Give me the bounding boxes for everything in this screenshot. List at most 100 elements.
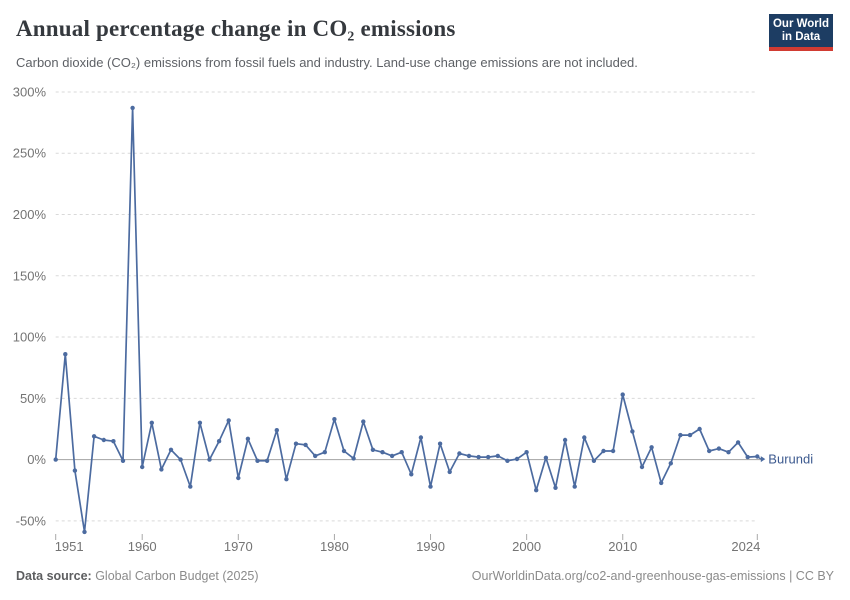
- y-tick-label: 100%: [13, 330, 47, 345]
- data-point-marker[interactable]: [447, 469, 452, 475]
- data-point-marker[interactable]: [409, 472, 414, 477]
- x-tick-label: 2024: [731, 539, 760, 554]
- data-point-marker[interactable]: [505, 458, 510, 463]
- data-point-marker[interactable]: [572, 484, 577, 489]
- data-point-marker[interactable]: [716, 446, 722, 451]
- data-point-marker[interactable]: [745, 454, 750, 460]
- data-point-marker[interactable]: [639, 464, 645, 470]
- x-tick-label: 2000: [512, 539, 541, 554]
- data-point-marker[interactable]: [130, 105, 135, 111]
- data-point-marker[interactable]: [687, 432, 693, 438]
- data-point-marker[interactable]: [72, 468, 78, 473]
- data-point-marker[interactable]: [707, 448, 712, 454]
- y-tick-label: -50%: [16, 513, 47, 528]
- data-point-marker[interactable]: [159, 467, 164, 472]
- data-point-marker[interactable]: [582, 435, 587, 440]
- data-point-marker[interactable]: [486, 454, 491, 460]
- data-point-marker[interactable]: [735, 440, 741, 445]
- data-point-marker[interactable]: [274, 428, 279, 433]
- data-point-marker[interactable]: [63, 352, 68, 357]
- owid-logo[interactable]: Our World in Data: [769, 14, 833, 51]
- data-point-marker[interactable]: [207, 457, 212, 462]
- data-point-marker[interactable]: [370, 447, 376, 452]
- data-point-marker[interactable]: [649, 445, 654, 450]
- data-point-marker[interactable]: [495, 453, 500, 459]
- data-point-marker[interactable]: [111, 439, 116, 444]
- chart-title: Annual percentage change in CO₂ emission…: [16, 16, 456, 41]
- data-point-marker[interactable]: [389, 453, 395, 459]
- data-point-marker[interactable]: [236, 475, 241, 481]
- y-tick-label: 200%: [13, 207, 47, 222]
- data-point-marker[interactable]: [610, 448, 616, 454]
- x-tick-label: 2010: [608, 539, 637, 554]
- data-point-marker[interactable]: [418, 435, 424, 440]
- data-point-marker[interactable]: [303, 442, 308, 448]
- data-point-marker[interactable]: [293, 441, 299, 446]
- data-point-marker[interactable]: [284, 477, 289, 482]
- data-point-marker[interactable]: [149, 420, 154, 425]
- data-point-marker[interactable]: [313, 453, 318, 459]
- plot-area[interactable]: [56, 88, 758, 534]
- series-label: Burundi: [768, 452, 813, 467]
- data-point-marker[interactable]: [466, 453, 472, 459]
- data-point-marker[interactable]: [534, 488, 539, 493]
- data-point-marker[interactable]: [178, 457, 183, 462]
- x-tick-label: 1980: [320, 539, 349, 554]
- owid-url-link[interactable]: OurWorldinData.org/co2-and-greenhouse-ga…: [471, 569, 834, 583]
- data-point-marker[interactable]: [562, 437, 568, 443]
- data-point-marker[interactable]: [697, 426, 702, 432]
- data-point-marker[interactable]: [630, 429, 635, 434]
- owid-logo-line1: Our World: [772, 17, 829, 30]
- data-point-marker[interactable]: [188, 484, 193, 489]
- data-point-marker[interactable]: [361, 419, 366, 424]
- data-point-marker[interactable]: [226, 418, 231, 423]
- data-point-marker[interactable]: [341, 448, 347, 454]
- data-point-marker[interactable]: [380, 450, 385, 455]
- data-point-marker[interactable]: [476, 454, 481, 460]
- data-point-marker[interactable]: [91, 434, 97, 439]
- data-point-marker[interactable]: [322, 450, 327, 455]
- data-point-marker[interactable]: [591, 458, 597, 463]
- series-end-arrow-icon: [760, 456, 766, 463]
- data-point-marker[interactable]: [437, 441, 443, 446]
- data-point-marker[interactable]: [197, 420, 203, 425]
- data-point-marker[interactable]: [524, 450, 529, 455]
- data-point-marker[interactable]: [332, 417, 337, 422]
- data-point-marker[interactable]: [668, 461, 673, 466]
- data-point-marker[interactable]: [255, 458, 260, 463]
- data-point-marker[interactable]: [553, 485, 558, 490]
- y-tick-label: 250%: [13, 146, 47, 161]
- x-tick-label: 1970: [224, 539, 253, 554]
- data-point-marker[interactable]: [514, 456, 520, 462]
- data-point-marker[interactable]: [264, 458, 270, 463]
- y-tick-label: 0%: [27, 452, 46, 467]
- data-point-marker[interactable]: [726, 450, 731, 455]
- data-point-marker[interactable]: [457, 451, 462, 456]
- y-tick-label: 50%: [20, 391, 46, 406]
- data-source-value: Global Carbon Budget (2025): [91, 569, 259, 583]
- data-source-label: Data source:: [16, 569, 92, 583]
- data-point-marker[interactable]: [351, 456, 356, 461]
- data-point-marker[interactable]: [399, 450, 404, 455]
- series-line-burundi[interactable]: [54, 107, 759, 533]
- data-point-marker[interactable]: [101, 437, 107, 443]
- data-point-marker[interactable]: [245, 436, 251, 441]
- data-point-marker[interactable]: [82, 529, 87, 535]
- y-tick-label: 300%: [13, 84, 47, 99]
- y-tick-label: 150%: [13, 268, 47, 283]
- series-end-connector: [756, 455, 762, 460]
- data-point-marker[interactable]: [120, 458, 126, 463]
- data-point-marker[interactable]: [543, 455, 549, 460]
- data-point-marker[interactable]: [601, 448, 606, 454]
- data-point-marker[interactable]: [216, 439, 222, 444]
- data-point-marker[interactable]: [168, 447, 174, 452]
- data-point-marker[interactable]: [620, 392, 625, 397]
- data-point-marker[interactable]: [659, 480, 664, 486]
- data-point-marker[interactable]: [53, 457, 58, 462]
- data-point-marker[interactable]: [678, 432, 683, 438]
- data-point-marker[interactable]: [140, 464, 145, 470]
- x-tick-label: 1960: [128, 539, 157, 554]
- data-point-marker[interactable]: [428, 484, 433, 489]
